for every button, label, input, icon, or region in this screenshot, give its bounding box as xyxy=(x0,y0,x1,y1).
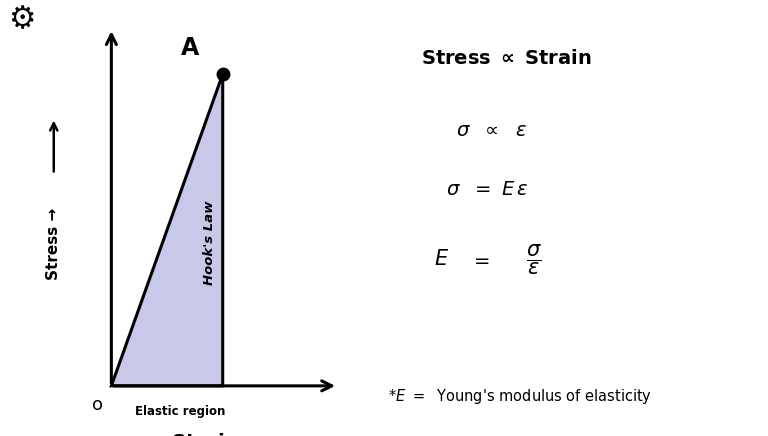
Text: $=$: $=$ xyxy=(470,250,490,269)
Text: $\sigma\ \ =\ E\,\varepsilon$: $\sigma\ \ =\ E\,\varepsilon$ xyxy=(446,180,529,199)
Polygon shape xyxy=(111,74,223,386)
Text: $*E\ =$  Young's modulus of elasticity: $*E\ =$ Young's modulus of elasticity xyxy=(388,387,652,406)
Text: Elastic region: Elastic region xyxy=(135,405,226,418)
Text: $\sigma\ \ \propto\ \ \varepsilon$: $\sigma\ \ \propto\ \ \varepsilon$ xyxy=(456,121,527,140)
Text: $\mathbf{Stress}\ \mathbf{\propto}\ \mathbf{Strain}$: $\mathbf{Stress}\ \mathbf{\propto}\ \mat… xyxy=(422,49,592,68)
Text: Strain →: Strain → xyxy=(172,433,262,436)
Text: Stress →: Stress → xyxy=(46,208,61,280)
Text: o: o xyxy=(92,396,103,415)
Text: $E$: $E$ xyxy=(434,249,449,269)
Text: Hook's Law: Hook's Law xyxy=(203,201,216,285)
Text: A: A xyxy=(181,36,200,60)
Text: ⚙: ⚙ xyxy=(8,5,35,34)
Text: $\dfrac{\sigma}{\varepsilon}$: $\dfrac{\sigma}{\varepsilon}$ xyxy=(526,242,541,277)
